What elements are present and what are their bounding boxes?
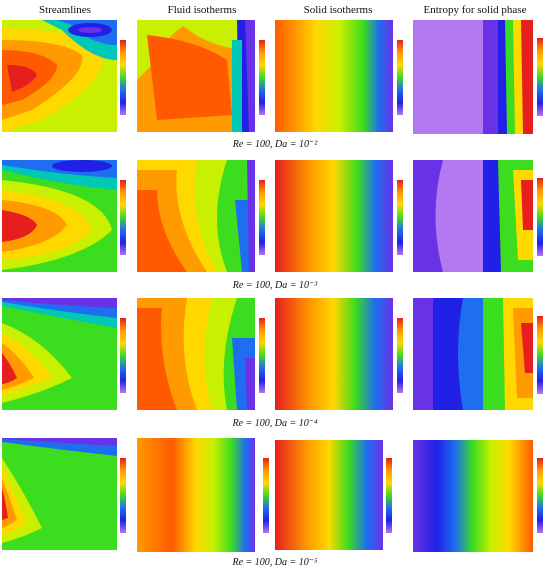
colorbar-entropy-row3 xyxy=(537,316,543,394)
caption-row4: Re = 100, Da = 10⁻⁵ xyxy=(232,557,318,568)
colorbar-streamlines-row1 xyxy=(120,40,126,115)
header-solid-isotherms: Solid isotherms xyxy=(303,4,373,16)
entropy-plot-row4 xyxy=(413,440,533,552)
solid-isotherms-plot-row1 xyxy=(275,20,393,132)
streamlines-plot-row1 xyxy=(2,20,117,132)
header-fluid-isotherms: Fluid isotherms xyxy=(167,4,237,16)
fluid-isotherms-plot-row2 xyxy=(137,160,255,272)
colorbar-entropy-row4 xyxy=(537,458,543,533)
colorbar-solid-row1 xyxy=(397,40,403,115)
colorbar-streamlines-row3 xyxy=(120,318,126,393)
fluid-isotherms-plot-row1 xyxy=(137,20,255,132)
colorbar-solid-row4 xyxy=(386,458,392,533)
header-streamlines: Streamlines xyxy=(39,4,91,16)
colorbar-solid-row2 xyxy=(397,180,403,255)
solid-isotherms-plot-row3 xyxy=(275,298,393,410)
streamlines-plot-row2 xyxy=(2,160,117,272)
entropy-plot-row3 xyxy=(413,298,533,410)
colorbar-fluid-row1 xyxy=(259,40,265,115)
streamlines-plot-row3 xyxy=(2,298,117,410)
fluid-isotherms-plot-row3 xyxy=(137,298,255,410)
colorbar-entropy-row1 xyxy=(537,38,543,116)
caption-row1: Re = 100, Da = 10⁻² xyxy=(232,139,318,150)
fluid-isotherms-plot-row4 xyxy=(137,438,255,552)
colorbar-fluid-row3 xyxy=(259,318,265,393)
streamlines-plot-row4 xyxy=(2,438,117,550)
caption-row3: Re = 100, Da = 10⁻⁴ xyxy=(232,418,318,429)
solid-isotherms-plot-row4 xyxy=(275,440,383,550)
colorbar-fluid-row2 xyxy=(259,180,265,255)
colorbar-streamlines-row4 xyxy=(120,458,126,533)
colorbar-entropy-row2 xyxy=(537,178,543,256)
header-entropy-solid: Entropy for solid phase xyxy=(423,4,527,16)
solid-isotherms-plot-row2 xyxy=(275,160,393,272)
entropy-plot-row2 xyxy=(413,160,533,272)
colorbar-fluid-row4 xyxy=(263,458,269,533)
colorbar-solid-row3 xyxy=(397,318,403,393)
entropy-plot-row1 xyxy=(413,20,533,134)
colorbar-streamlines-row2 xyxy=(120,180,126,255)
caption-row2: Re = 100, Da = 10⁻³ xyxy=(232,280,318,291)
